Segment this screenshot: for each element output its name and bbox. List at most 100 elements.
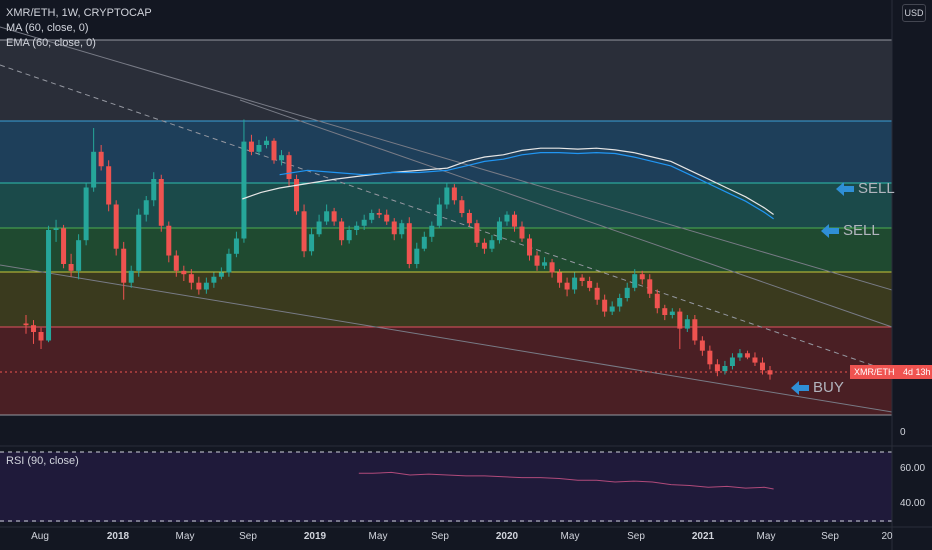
candle-up [354, 225, 360, 230]
candle-down [331, 211, 337, 222]
candle-up [263, 140, 269, 145]
candle-down [271, 140, 277, 161]
x-tick-label: May [560, 531, 580, 542]
candle-up [436, 204, 442, 226]
ma-indicator-label[interactable]: MA (60, close, 0) [6, 22, 89, 34]
candle-up [722, 366, 728, 372]
currency-button[interactable]: USD [902, 4, 926, 22]
candle-down [677, 311, 683, 329]
price-tag-countdown: 4d 13h [903, 367, 931, 377]
x-tick-label: 2018 [106, 531, 130, 542]
candle-down [519, 226, 525, 239]
candle-up [729, 357, 735, 366]
candle-down [294, 179, 300, 212]
candle-down [106, 166, 112, 205]
rsi-pane [0, 445, 932, 522]
candle-down [534, 255, 540, 266]
candle-up [609, 306, 615, 312]
candle-up [369, 213, 375, 220]
candle-down [376, 213, 382, 215]
price-zone-2 [0, 121, 892, 183]
candle-up [211, 276, 217, 283]
candle-down [406, 223, 412, 264]
candle-down [301, 211, 307, 252]
candle-up [737, 353, 743, 358]
price-tag-symbol: XMR/ETH [854, 367, 895, 377]
candle-up [572, 277, 578, 290]
candle-up [346, 230, 352, 241]
chart-legend: XMR/ETH, 1W, CRYPTOCAP MA (60, close, 0)… [6, 6, 152, 51]
candle-down [113, 204, 119, 249]
x-tick-label: Sep [239, 531, 257, 542]
candle-up [316, 221, 322, 235]
candle-up [324, 211, 330, 222]
ema-line [279, 151, 774, 220]
price-zone-6 [0, 327, 892, 415]
candle-down [391, 221, 397, 235]
sell-signal-lower: SELL [821, 222, 880, 239]
rsi-indicator-label[interactable]: RSI (90, close) [6, 455, 79, 467]
x-tick-label: May [175, 531, 195, 542]
candle-down [707, 350, 713, 365]
candle-down [166, 225, 172, 256]
candle-down [68, 264, 74, 271]
candle-up [203, 282, 209, 290]
candle-down [699, 340, 705, 351]
signal-label: SELL [858, 180, 895, 197]
candle-down [61, 228, 67, 264]
candle-up [309, 234, 315, 252]
candle-down [121, 248, 127, 283]
candlestick-series [23, 119, 773, 380]
price-axis-zero: 0 [900, 427, 906, 438]
x-tick-label: 2019 [303, 531, 327, 542]
candle-up [632, 274, 638, 288]
candle-down [767, 370, 773, 375]
candle-down [752, 357, 758, 363]
candle-down [38, 332, 44, 341]
candle-up [496, 221, 502, 241]
lower-trendline [0, 264, 893, 413]
symbol-title[interactable]: XMR/ETH, 1W, CRYPTOCAP [6, 7, 152, 19]
candle-up [684, 319, 690, 329]
candle-down [474, 223, 480, 243]
candle-down [744, 353, 750, 358]
candle-down [384, 214, 390, 222]
candle-up [617, 298, 623, 307]
ema-indicator-label[interactable]: EMA (60, close, 0) [6, 37, 96, 49]
candle-up [91, 151, 97, 188]
candle-down [692, 319, 698, 341]
candle-up [399, 223, 405, 235]
candle-down [511, 214, 517, 227]
candle-down [639, 274, 645, 280]
candle-down [602, 299, 608, 312]
rsi-line [358, 471, 774, 490]
candle-down [98, 151, 104, 167]
candle-up [218, 272, 224, 277]
candle-down [654, 293, 660, 309]
x-tick-label: 2021 [691, 531, 715, 542]
x-tick-label: 2020 [495, 531, 519, 542]
candle-up [669, 311, 675, 315]
candle-down [188, 274, 194, 283]
x-tick-label: Sep [627, 531, 645, 542]
candle-up [444, 187, 450, 205]
candle-down [459, 200, 465, 213]
candle-up [151, 179, 157, 201]
price-zones [0, 39, 892, 416]
candle-up [279, 155, 285, 161]
candle-up [624, 287, 630, 298]
upper-trendline [0, 26, 893, 291]
x-tick-label: 20 [881, 531, 893, 542]
candle-down [23, 323, 29, 326]
candle-up [504, 214, 510, 222]
candle-up [76, 240, 82, 271]
candle-down [248, 141, 254, 152]
x-tick-label: May [368, 531, 388, 542]
candle-down [481, 242, 487, 249]
candle-down [451, 187, 457, 201]
signal-label: SELL [843, 222, 880, 239]
candle-down [714, 364, 720, 372]
rsi-tick-40: 40.00 [900, 498, 926, 509]
